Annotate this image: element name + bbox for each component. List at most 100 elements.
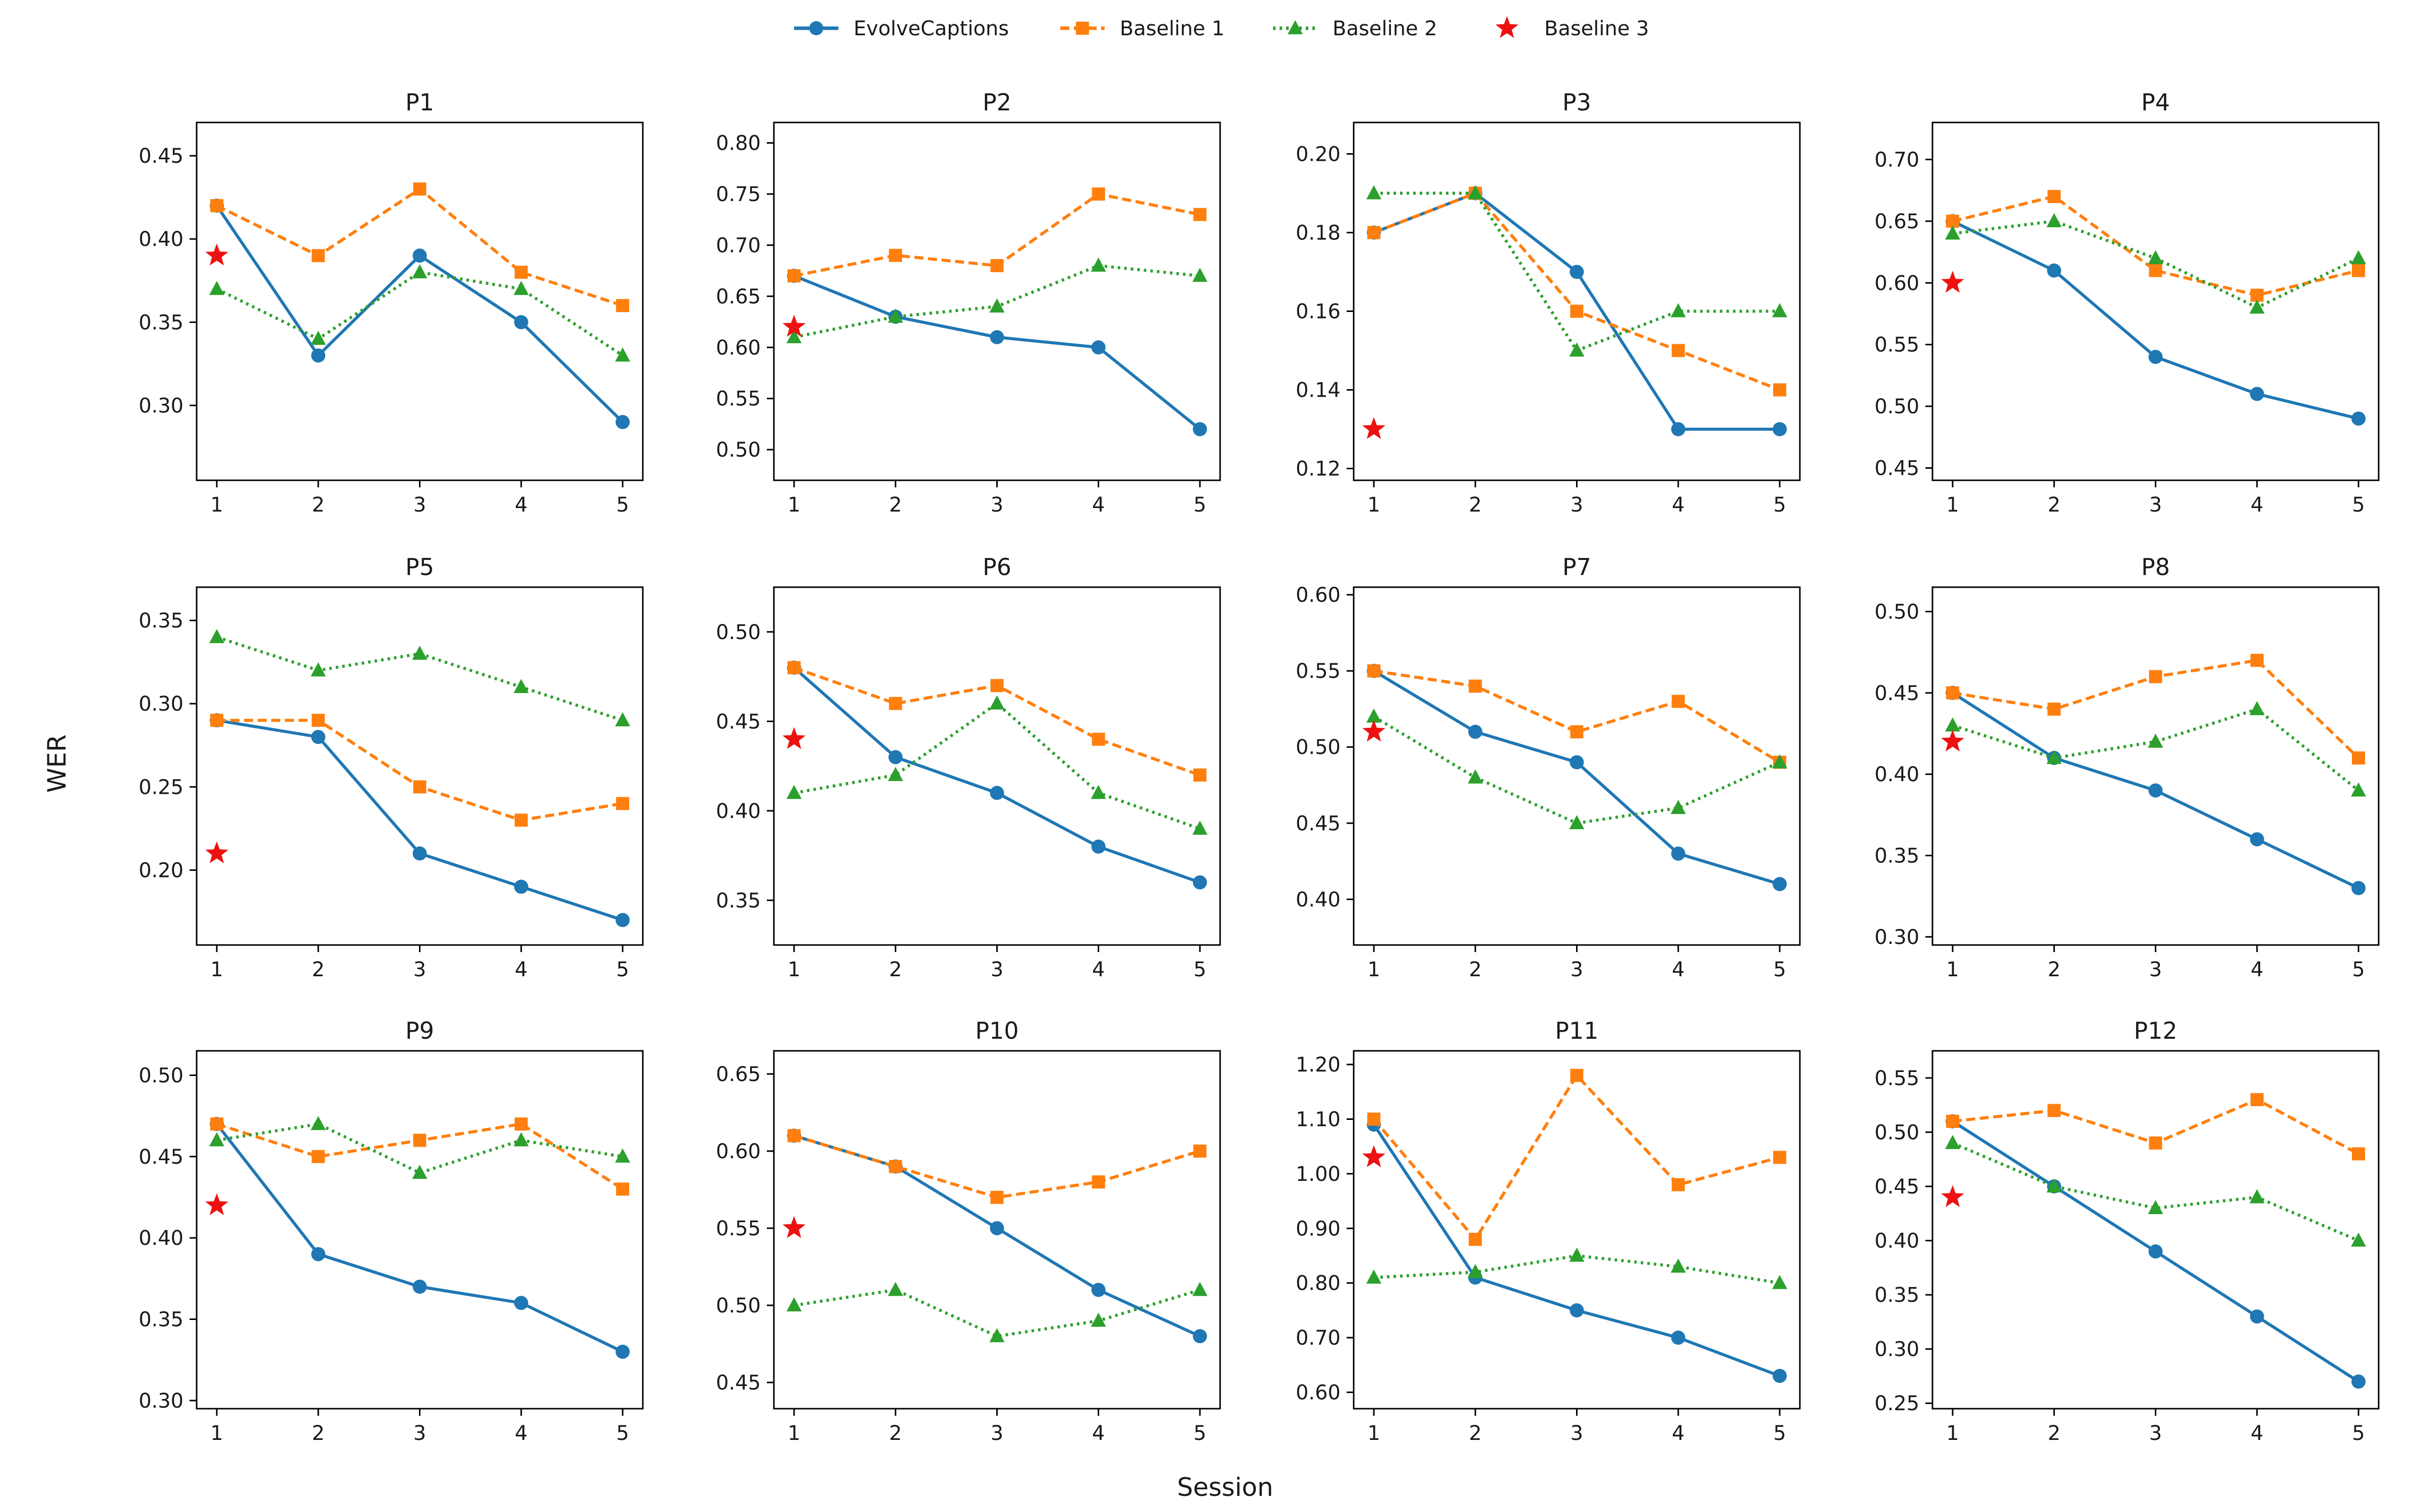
x-tick-label: 1 (210, 1422, 223, 1445)
legend-entry-4: Baseline 3 (1495, 16, 1649, 40)
legend-entry-2: Baseline 1 (1060, 17, 1225, 40)
data-point-evolve (412, 846, 427, 861)
x-tick-label: 5 (616, 1422, 629, 1445)
data-point-b1 (1193, 1144, 1206, 1158)
data-point-evolve (311, 348, 326, 363)
data-point-b2 (2351, 782, 2366, 797)
data-point-evolve (1773, 1368, 1787, 1383)
data-point-b1 (1193, 208, 1206, 221)
data-point-b2 (1468, 1264, 1483, 1279)
plot-frame (773, 586, 1221, 946)
data-point-b1 (514, 1117, 528, 1131)
data-point-b1 (1367, 226, 1380, 239)
data-point-b2 (989, 695, 1005, 710)
data-point-b2 (1670, 303, 1686, 318)
data-point-b2 (1091, 258, 1106, 272)
data-point-b1 (788, 661, 801, 674)
y-tick-label: 0.45 (139, 145, 184, 168)
data-point-evolve (311, 730, 326, 744)
data-point-b2 (1945, 717, 1960, 732)
x-tick-label: 4 (1672, 958, 1684, 981)
y-tick-label: 0.35 (1874, 845, 1919, 868)
legend-entry-3: Baseline 2 (1273, 17, 1437, 40)
data-point-evolve (1671, 422, 1685, 436)
panel-title: P1 (405, 89, 434, 116)
data-point-b1 (1570, 1068, 1584, 1082)
y-tick-label: 1.20 (1296, 1053, 1341, 1077)
x-tick-label: 4 (515, 493, 527, 517)
y-axis-label: WER (42, 734, 72, 793)
y-tick-label: 0.40 (1296, 888, 1341, 911)
plot-frame (1931, 121, 2380, 481)
legend-label: EvolveCaptions (854, 17, 1009, 40)
data-point-b2 (209, 1132, 224, 1147)
data-point-b2 (786, 1297, 802, 1311)
data-point-b1 (1193, 768, 1206, 782)
y-tick-label: 0.50 (716, 621, 761, 644)
x-tick-label: 2 (889, 958, 902, 981)
data-point-b2 (2351, 250, 2366, 265)
panel-title: P6 (983, 553, 1011, 581)
data-point-evolve (1773, 422, 1787, 436)
data-point-evolve (1468, 725, 1483, 739)
y-tick-label: 0.65 (716, 1063, 761, 1086)
data-point-evolve (1671, 846, 1685, 861)
data-point-b1 (1671, 344, 1685, 357)
data-point-b2 (513, 1132, 529, 1147)
y-tick-label: 0.40 (1874, 1230, 1919, 1253)
data-point-b2 (1192, 1282, 1207, 1296)
data-point-evolve (1091, 839, 1106, 854)
data-point-b2 (2249, 701, 2265, 716)
x-tick-label: 5 (2352, 1422, 2365, 1445)
data-point-evolve (616, 415, 630, 429)
data-point-b3 (205, 243, 228, 266)
x-tick-label: 1 (210, 958, 223, 981)
data-point-b1 (990, 679, 1004, 692)
series-line-b2 (1952, 1142, 2360, 1242)
data-point-evolve (412, 248, 427, 263)
legend-label: Baseline 1 (1120, 17, 1225, 40)
data-point-b3 (1362, 417, 1385, 439)
x-tick-label: 1 (1367, 958, 1380, 981)
y-tick-label: 0.75 (716, 183, 761, 206)
x-tick-label: 3 (2149, 1422, 2162, 1445)
x-tick-label: 1 (1367, 1422, 1380, 1445)
data-point-b3 (205, 841, 228, 863)
y-tick-label: 0.60 (1296, 584, 1341, 607)
data-point-evolve (990, 1221, 1004, 1235)
y-tick-label: 0.50 (716, 438, 761, 462)
x-tick-label: 3 (2149, 958, 2162, 981)
x-tick-label: 4 (515, 1422, 527, 1445)
x-tick-label: 2 (889, 1422, 902, 1445)
x-axis-label: Session (1177, 1473, 1274, 1502)
y-tick-label: 0.70 (1874, 148, 1919, 171)
panel-title: P3 (1562, 89, 1591, 116)
data-point-evolve (2351, 411, 2366, 426)
x-tick-label: 4 (1092, 493, 1105, 517)
legend-label: Baseline 3 (1544, 17, 1649, 40)
x-tick-label: 5 (1193, 958, 1206, 981)
series-line-b1 (1372, 1074, 1780, 1241)
data-point-b1 (2250, 1093, 2264, 1106)
y-tick-label: 0.45 (1296, 812, 1341, 835)
panel-p8: P8 0.30 0.35 0.40 0.45 0.50 1 2 3 4 5 (1874, 553, 2380, 981)
y-tick-label: 1.10 (1296, 1108, 1341, 1131)
y-tick-label: 0.50 (1296, 736, 1341, 759)
y-tick-label: 0.20 (1296, 143, 1341, 166)
data-point-b2 (2148, 1200, 2163, 1214)
x-tick-label: 2 (312, 493, 325, 517)
data-point-b1 (2047, 703, 2061, 716)
data-point-evolve (990, 330, 1004, 344)
data-point-b1 (616, 797, 629, 810)
data-point-b1 (2149, 264, 2162, 277)
data-point-b1 (312, 249, 325, 263)
data-point-b2 (311, 331, 326, 345)
panel-p1: P1 0.30 0.35 0.40 0.45 1 2 3 4 5 (139, 89, 644, 517)
data-point-b2 (1569, 815, 1585, 830)
x-tick-label: 3 (1570, 493, 1583, 517)
data-point-b1 (1092, 732, 1105, 746)
x-tick-label: 4 (515, 958, 527, 981)
x-tick-label: 1 (788, 1422, 800, 1445)
x-tick-label: 5 (1773, 493, 1786, 517)
data-point-b1 (514, 266, 528, 279)
